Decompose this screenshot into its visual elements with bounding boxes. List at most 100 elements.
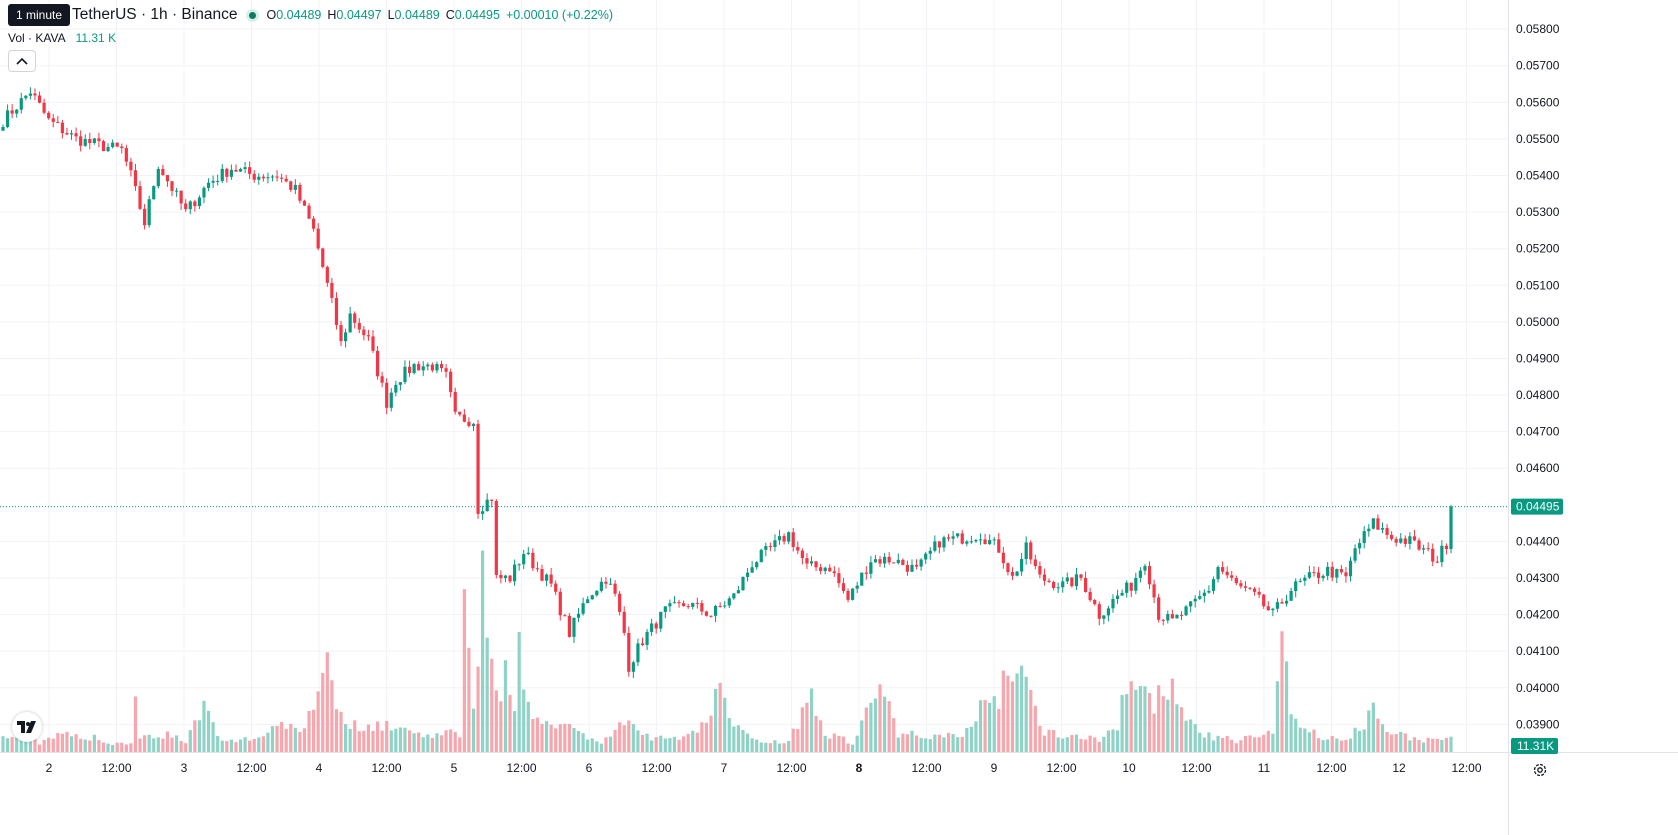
volume-bar: [15, 737, 19, 752]
candle: [599, 577, 603, 593]
candle: [709, 615, 713, 618]
candle: [1111, 594, 1115, 613]
candle: [590, 594, 594, 600]
candle: [467, 417, 471, 428]
volume-bar: [901, 733, 905, 752]
candle: [983, 533, 987, 545]
candle: [1179, 611, 1184, 621]
volume-bar: [741, 729, 745, 752]
volume-bar: [937, 734, 942, 752]
volume-bar: [814, 715, 818, 752]
candle: [526, 546, 530, 556]
price-tick-label: 0.04200: [1516, 608, 1560, 622]
candle: [887, 552, 891, 565]
volume-bar: [371, 730, 375, 752]
candle: [777, 529, 782, 545]
volume-bar: [1321, 740, 1325, 752]
volume-bar: [554, 728, 558, 752]
volume-bar: [1111, 729, 1115, 752]
volume-bar: [1385, 731, 1389, 752]
candle: [654, 621, 658, 634]
volume-bar: [389, 730, 393, 752]
candle: [238, 167, 243, 172]
chevron-up-icon: [16, 57, 28, 65]
volume-bar: [1243, 735, 1248, 752]
volume-bar: [887, 701, 891, 752]
time-tick-label: 12:00: [911, 761, 941, 775]
time-tick-label: 12:00: [236, 761, 266, 775]
candle: [1225, 566, 1229, 579]
candle: [403, 360, 407, 385]
volume-bar: [289, 723, 293, 752]
candle: [736, 585, 741, 594]
volume-bar: [1138, 686, 1142, 752]
candle: [695, 597, 699, 609]
last-price-badge: [1511, 498, 1563, 515]
volume-bar: [942, 737, 946, 752]
time-tick-label: 8: [856, 761, 863, 775]
volume-bar: [439, 735, 444, 752]
volume-bar: [878, 684, 882, 752]
price-tick-label: 0.05000: [1516, 315, 1560, 329]
volume-bar: [1020, 665, 1024, 752]
candle: [10, 104, 14, 119]
volume-bar: [892, 718, 896, 752]
candle: [261, 174, 265, 182]
candle: [764, 542, 768, 557]
volume-title[interactable]: Vol · KAVA: [8, 31, 66, 45]
candle: [120, 143, 124, 154]
candle: [677, 599, 681, 608]
volume-bar: [704, 722, 709, 752]
volume-bar: [316, 691, 320, 752]
volume-bar: [266, 732, 270, 752]
candle: [969, 535, 973, 544]
volume-bar: [1, 736, 5, 752]
candle: [1353, 544, 1357, 564]
candle: [375, 346, 380, 380]
candle: [512, 559, 517, 586]
candle: [449, 368, 453, 398]
volume-bar: [796, 728, 800, 752]
price-tick-label: 0.05600: [1516, 95, 1560, 109]
tradingview-logo-icon[interactable]: [12, 712, 42, 742]
candle: [1307, 565, 1311, 580]
candle: [1207, 585, 1211, 594]
volume-bar: [398, 727, 403, 752]
volume-bar: [978, 700, 983, 752]
volume-bar: [1330, 735, 1334, 752]
gear-icon[interactable]: [1530, 760, 1550, 780]
candle: [1157, 593, 1161, 623]
candle: [851, 588, 855, 601]
volume-bar: [1093, 737, 1097, 752]
candle: [266, 172, 270, 184]
candle: [663, 606, 667, 619]
volume-bar: [1221, 737, 1225, 752]
candle: [1010, 567, 1015, 581]
volume-bar: [618, 722, 622, 752]
candle: [1079, 574, 1083, 581]
candle: [1385, 524, 1389, 540]
volume-bar: [777, 743, 782, 752]
candle: [819, 563, 823, 575]
volume-bar: [1070, 735, 1074, 752]
volume-bar: [1193, 724, 1197, 752]
volume-bar: [92, 734, 96, 752]
candle: [869, 556, 873, 579]
volume-bar: [563, 723, 567, 752]
candle: [65, 127, 69, 136]
market-status-icon[interactable]: [249, 11, 257, 19]
volume-bar: [174, 735, 179, 752]
candle: [1316, 567, 1321, 584]
collapse-legend-button[interactable]: [8, 50, 36, 72]
candle: [659, 611, 663, 633]
candle: [330, 277, 334, 304]
volume-bar: [764, 742, 768, 752]
candle: [581, 597, 585, 616]
volume-bar: [302, 728, 307, 752]
symbol-title[interactable]: TetherUS · 1h · Binance: [72, 6, 238, 23]
candle: [1426, 542, 1430, 552]
candle: [1326, 561, 1330, 581]
time-tick-label: 12:00: [506, 761, 536, 775]
candle: [152, 185, 156, 200]
